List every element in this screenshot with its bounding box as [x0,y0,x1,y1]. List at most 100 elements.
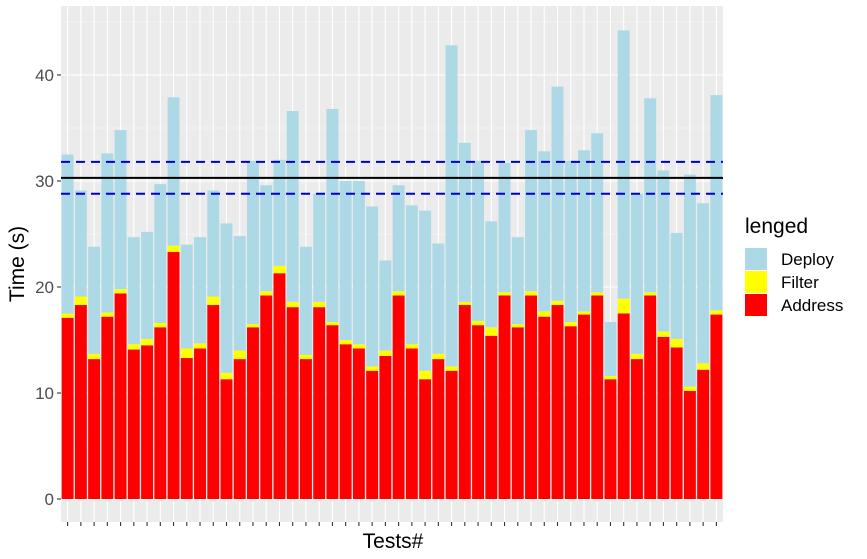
bar-address [697,369,710,499]
bar-deploy [630,193,643,354]
bar-filter [286,301,299,308]
bar-address [630,359,643,499]
y-tick-label: 30 [35,172,54,191]
bar-filter [392,291,405,296]
bar-filter [154,323,167,328]
bar-address [670,347,683,499]
bar-deploy [445,45,458,367]
bar-filter [88,353,101,360]
bar-deploy [220,223,233,373]
bar-address [180,358,193,499]
legend-key-filter [745,271,767,293]
bar-address [114,293,127,499]
bar-address [525,295,537,499]
bar-deploy [141,231,154,339]
bar-filter [366,366,379,371]
bar-filter [485,327,498,336]
bar-filter [525,291,537,296]
bar-deploy [405,205,418,345]
bar-address [551,305,564,499]
bar-address [220,379,233,499]
bar-filter [260,291,273,296]
bar-deploy [180,244,193,349]
bar-address [127,349,140,499]
x-axis [67,522,717,526]
bar-address [432,359,445,499]
bar-address [617,313,630,499]
reference-lines [61,160,723,195]
bar-address [458,305,471,499]
bar-filter [432,353,445,360]
legend-label-deploy: Deploy [781,250,834,269]
bar-filter [220,372,233,380]
bar-deploy [74,190,87,297]
bar-address [247,327,259,499]
bar-address [644,295,657,499]
bar-deploy [260,185,273,292]
bar-filter [180,348,193,359]
y-tick-label: 20 [35,278,54,297]
bar-address [233,359,246,499]
bar-filter [405,344,418,349]
bar-filter [644,292,657,296]
bar-deploy [127,237,140,345]
bar-filter [61,313,74,318]
legend-title: lenged [745,215,808,238]
bar-address [405,348,418,499]
bar-deploy [233,236,246,351]
bar-filter [167,245,180,253]
bar-address [207,305,220,499]
bar-deploy [617,30,630,299]
bar-address [419,379,432,499]
bar-address [154,327,167,499]
bar-address [683,390,696,499]
bar-address [313,307,326,499]
bar-deploy [670,232,683,339]
bar-address [352,348,365,499]
bar-deploy [511,237,524,325]
bar-address [167,252,180,499]
bar-deploy [657,170,670,332]
bar-filter [657,331,670,337]
legend: lenged Deploy Filter Address [745,215,843,316]
bar-address [591,295,604,499]
bar-deploy [154,184,167,324]
bar-address [485,335,498,499]
bar-filter [538,311,551,317]
bar-filter [498,292,511,296]
bar-filter [458,301,471,306]
y-tick-label: 40 [35,66,54,85]
bar-filter [564,321,577,327]
bar-deploy [339,181,352,340]
bar-address [578,314,590,499]
bar-deploy [313,193,326,302]
bar-filter [511,324,524,328]
bar-filter [74,296,87,306]
bar-filter [352,344,365,349]
bar-address [511,327,524,499]
bars [61,30,723,499]
bar-filter [127,344,140,350]
bar-address [273,273,286,499]
y-axis: 0 10 20 30 40 [35,66,61,509]
legend-label-address: Address [781,296,843,315]
bar-deploy [710,95,723,311]
bar-address [61,317,74,499]
bar-filter [604,376,617,380]
bar-filter [472,320,485,326]
bar-address [445,370,458,499]
bar-filter [326,321,339,326]
bar-deploy [299,246,312,355]
bar-address [379,355,392,499]
bar-deploy [683,174,696,387]
bar-address [710,314,723,499]
bar-deploy [352,181,365,345]
bar-deploy [419,210,432,371]
bar-deploy [61,154,74,314]
bar-deploy [458,142,471,302]
bar-deploy [167,97,180,246]
bar-address [538,316,551,499]
y-tick-label: 10 [35,384,54,403]
bar-deploy [247,160,259,325]
bar-filter [445,366,458,371]
